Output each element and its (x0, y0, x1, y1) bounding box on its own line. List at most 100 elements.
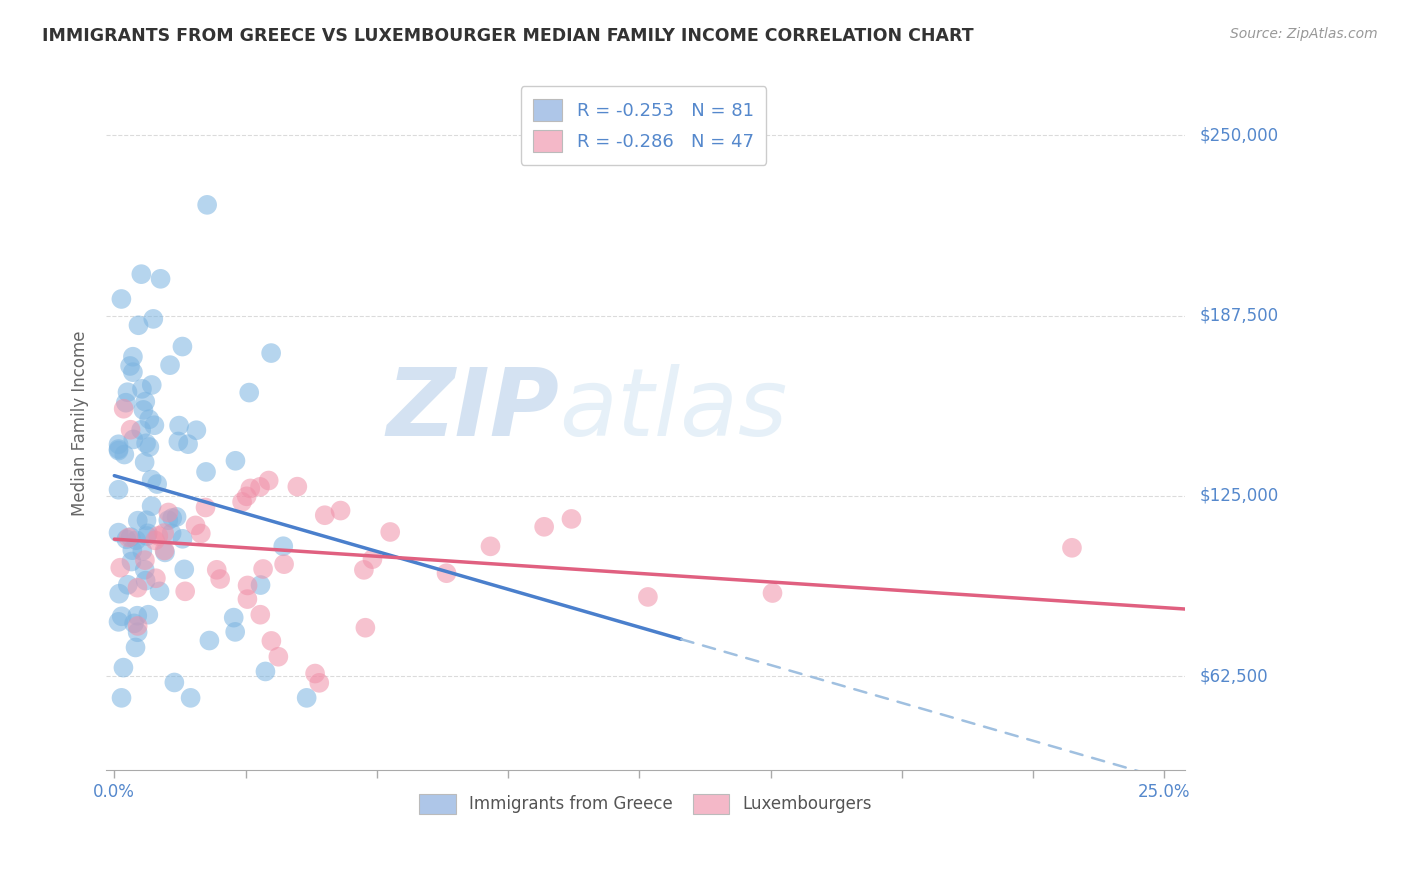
Point (361, 552, 384, 566)
Point (436, 566, 458, 581)
Point (129, 423, 152, 437)
Point (157, 513, 180, 527)
Point (167, 434, 190, 449)
Point (141, 378, 163, 392)
Point (174, 584, 197, 599)
Point (271, 539, 294, 553)
Point (205, 563, 228, 577)
Point (136, 529, 159, 543)
Point (131, 544, 153, 558)
Point (479, 539, 502, 553)
Point (533, 520, 555, 534)
Point (1060, 541, 1083, 555)
Point (141, 473, 163, 487)
Point (134, 553, 156, 567)
Text: $125,000: $125,000 (1199, 487, 1278, 505)
Text: Source: ZipAtlas.com: Source: ZipAtlas.com (1230, 27, 1378, 41)
Point (142, 312, 165, 326)
Point (107, 525, 129, 540)
Point (117, 385, 139, 400)
Point (167, 418, 190, 433)
Text: ZIP: ZIP (387, 364, 560, 456)
Point (127, 619, 149, 633)
Point (153, 543, 176, 558)
Point (761, 586, 783, 600)
Point (143, 418, 166, 433)
Point (329, 503, 352, 517)
Point (112, 448, 135, 462)
Point (157, 506, 180, 520)
Point (141, 499, 163, 513)
Legend: Immigrants from Greece, Luxembourgers: Immigrants from Greece, Luxembourgers (409, 784, 883, 824)
Point (127, 318, 149, 333)
Point (134, 394, 156, 409)
Point (254, 665, 277, 679)
Point (138, 412, 160, 426)
Point (131, 267, 153, 281)
Point (145, 571, 167, 585)
Point (149, 272, 172, 286)
Point (148, 584, 170, 599)
Point (122, 616, 145, 631)
Point (184, 518, 207, 533)
Point (173, 562, 195, 576)
Point (107, 437, 129, 451)
Point (110, 292, 132, 306)
Point (120, 423, 142, 437)
Point (112, 660, 135, 674)
Point (131, 382, 153, 396)
Y-axis label: Median Family Income: Median Family Income (72, 331, 89, 516)
Point (194, 500, 217, 515)
Point (380, 524, 402, 539)
Point (195, 465, 218, 479)
Point (136, 526, 159, 541)
Point (224, 454, 246, 468)
Point (135, 436, 157, 450)
Point (138, 440, 160, 454)
Point (107, 615, 129, 629)
Point (222, 610, 245, 624)
Point (132, 403, 155, 417)
Point (111, 609, 134, 624)
Point (136, 607, 159, 622)
Point (231, 495, 253, 509)
Point (235, 489, 257, 503)
Point (107, 442, 129, 456)
Point (209, 572, 232, 586)
Point (108, 587, 131, 601)
Point (117, 578, 139, 592)
Point (143, 533, 166, 548)
Point (134, 455, 156, 469)
Point (120, 530, 142, 544)
Point (353, 563, 375, 577)
Point (267, 649, 290, 664)
Point (304, 666, 326, 681)
Point (146, 477, 169, 491)
Point (127, 581, 149, 595)
Point (115, 533, 138, 547)
Point (238, 385, 260, 400)
Point (236, 578, 259, 592)
Point (560, 512, 582, 526)
Point (107, 483, 129, 497)
Point (166, 509, 188, 524)
Point (252, 562, 274, 576)
Point (163, 675, 186, 690)
Text: atlas: atlas (560, 364, 787, 456)
Point (127, 608, 149, 623)
Text: $250,000: $250,000 (1199, 126, 1278, 145)
Point (314, 508, 336, 523)
Point (135, 513, 157, 527)
Text: IMMIGRANTS FROM GREECE VS LUXEMBOURGER MEDIAN FAMILY INCOME CORRELATION CHART: IMMIGRANTS FROM GREECE VS LUXEMBOURGER M… (42, 27, 974, 45)
Point (135, 574, 157, 588)
Point (122, 365, 145, 379)
Point (354, 621, 377, 635)
Point (186, 423, 208, 437)
Point (260, 634, 283, 648)
Point (180, 690, 202, 705)
Point (127, 625, 149, 640)
Point (110, 560, 132, 574)
Point (134, 563, 156, 577)
Point (190, 526, 212, 541)
Point (122, 350, 145, 364)
